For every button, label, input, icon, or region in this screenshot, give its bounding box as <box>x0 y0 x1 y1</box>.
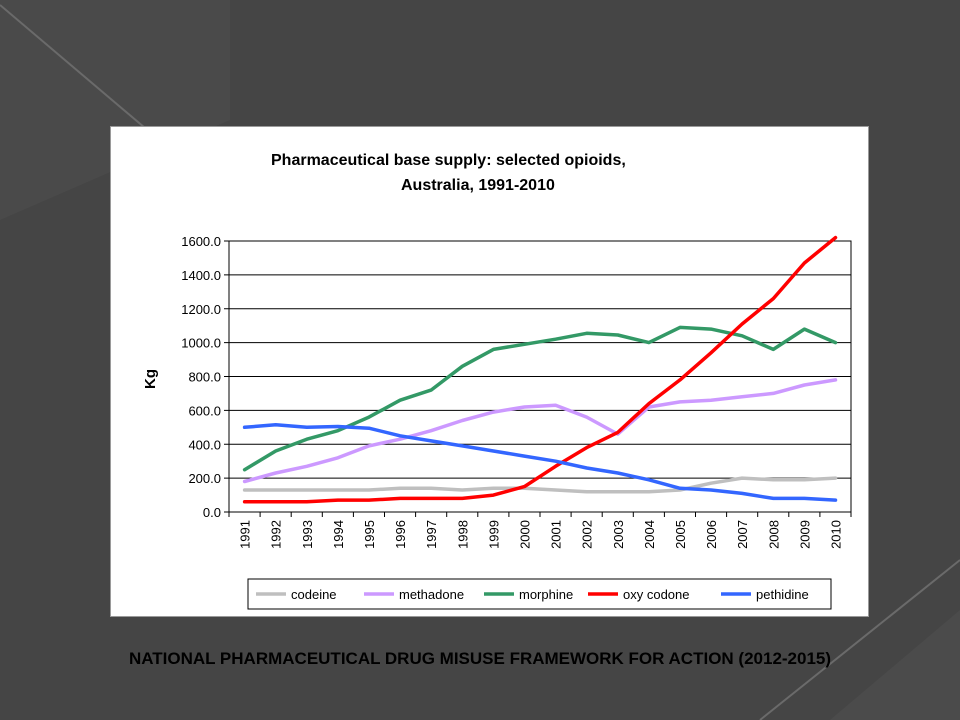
x-tick-label: 2010 <box>828 520 843 549</box>
y-tick-label: 1600.0 <box>181 234 221 249</box>
series-line-morphine <box>242 325 838 472</box>
x-tick-label: 1995 <box>362 520 377 549</box>
chart-gridlines <box>228 240 852 513</box>
x-tick-label: 2003 <box>611 520 626 549</box>
legend-label: methadone <box>399 587 464 602</box>
y-tick-label: 600.0 <box>188 403 221 418</box>
x-tick-label: 1991 <box>238 520 253 549</box>
legend-label: morphine <box>519 587 573 602</box>
y-tick-label: 800.0 <box>188 370 221 385</box>
x-axis-ticks: 1991 1992 1993 1994 1995 1996 1997 1998 1999 2000… <box>228 512 852 549</box>
series-line-codeine <box>242 476 838 494</box>
y-tick-label: 1000.0 <box>181 336 221 351</box>
x-tick-label: 2007 <box>735 520 750 549</box>
x-tick-label: 2008 <box>766 520 781 549</box>
y-tick-label: 0.0 <box>203 505 221 520</box>
series-line-oxy-codone <box>242 235 838 504</box>
x-tick-label: 2002 <box>580 520 595 549</box>
x-tick-label: 2009 <box>797 520 812 549</box>
x-tick-label: 2004 <box>642 520 657 549</box>
y-tick-label: 1200.0 <box>181 302 221 317</box>
y-axis-label: Kg <box>142 369 159 389</box>
legend-label: oxy codone <box>623 587 690 602</box>
series-line-methadone <box>242 378 838 484</box>
legend-label: pethidine <box>756 587 809 602</box>
chart-title-line: Australia, 1991-2010 <box>401 177 555 194</box>
opioid-supply-chart: Pharmaceutical base supply: selected opi… <box>142 152 852 610</box>
y-tick-label: 1400.0 <box>181 268 221 283</box>
x-tick-label: 1994 <box>331 520 346 549</box>
x-tick-label: 2001 <box>549 520 564 549</box>
x-tick-label: 1992 <box>269 520 284 549</box>
chart-legend: codeine methadone morphine oxy codone pethid… <box>247 578 832 610</box>
x-tick-label: 1997 <box>424 520 439 549</box>
series-line-pethidine <box>242 423 838 502</box>
chart-panel: Pharmaceutical base supply: selected opi… <box>110 126 869 617</box>
x-tick-label: 2006 <box>704 520 719 549</box>
chart-series <box>242 235 838 504</box>
y-axis-ticks: 0.0 200.0 400.0 600.0 800.0 1000.0 1200.0 1400.… <box>181 234 229 520</box>
x-tick-label: 1996 <box>393 520 408 549</box>
y-tick-label: 200.0 <box>188 471 221 486</box>
y-tick-label: 400.0 <box>188 437 221 452</box>
x-tick-label: 2005 <box>673 520 688 549</box>
chart-title-line: Pharmaceutical base supply: selected opi… <box>271 152 626 169</box>
chart-title: Pharmaceutical base supply: selected opi… <box>271 152 626 194</box>
slide-footer-caption: NATIONAL PHARMACEUTICAL DRUG MISUSE FRAM… <box>128 649 832 668</box>
x-tick-label: 1993 <box>300 520 315 549</box>
x-tick-label: 1999 <box>486 520 501 549</box>
x-tick-label: 2000 <box>517 520 532 549</box>
x-tick-label: 1998 <box>455 520 470 549</box>
legend-label: codeine <box>291 587 337 602</box>
